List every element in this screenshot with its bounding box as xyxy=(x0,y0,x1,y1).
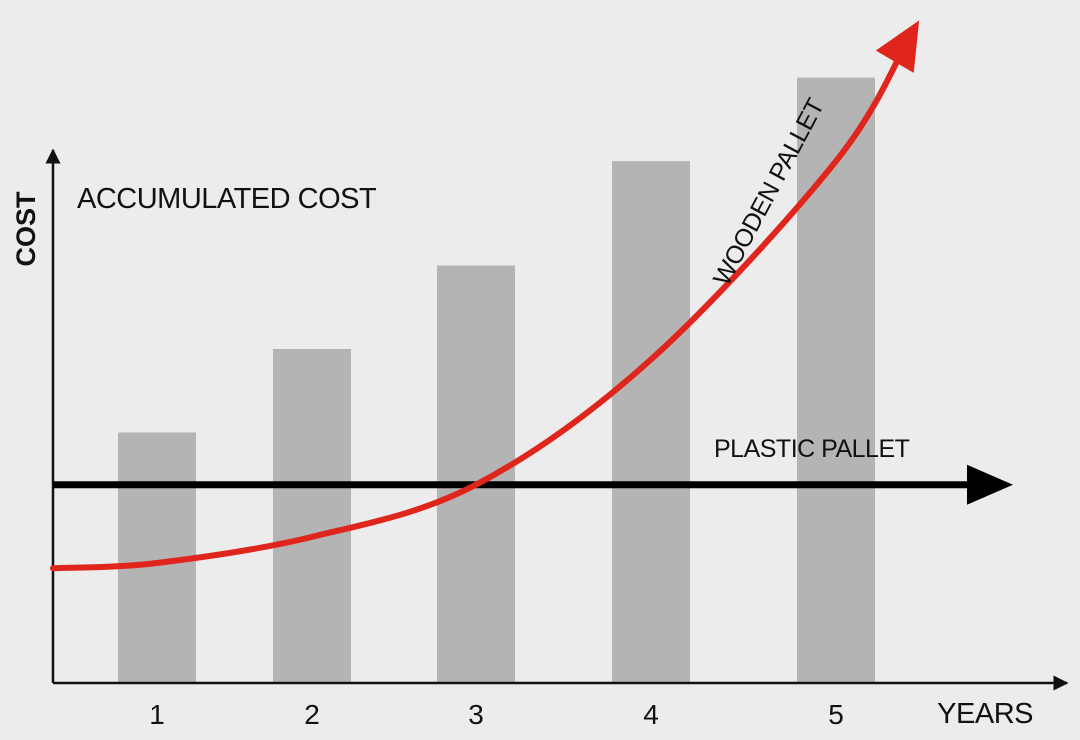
x-tick-label: 5 xyxy=(828,699,844,730)
x-axis-label: YEARS xyxy=(937,698,1033,730)
chart-title: ACCUMULATED COST xyxy=(77,183,377,215)
x-tick-labels: 1 2 3 4 5 xyxy=(149,699,844,730)
y-axis-label: COST xyxy=(11,191,41,267)
bars xyxy=(118,77,875,683)
series-lines xyxy=(50,20,1013,572)
wooden-pallet-arrowhead xyxy=(875,20,920,73)
plastic-pallet-label: PLASTIC PALLET xyxy=(714,435,910,463)
x-tick-label: 1 xyxy=(149,699,165,730)
bar-year-5 xyxy=(797,77,875,683)
plastic-pallet-arrowhead xyxy=(967,464,1013,505)
bar-year-2 xyxy=(273,349,351,683)
x-tick-label: 3 xyxy=(468,699,484,730)
x-tick-label: 4 xyxy=(643,699,659,730)
x-tick-label: 2 xyxy=(304,699,320,730)
bar-year-3 xyxy=(437,265,515,683)
bar-year-4 xyxy=(612,161,690,683)
wooden-pallet-curve xyxy=(50,32,913,572)
